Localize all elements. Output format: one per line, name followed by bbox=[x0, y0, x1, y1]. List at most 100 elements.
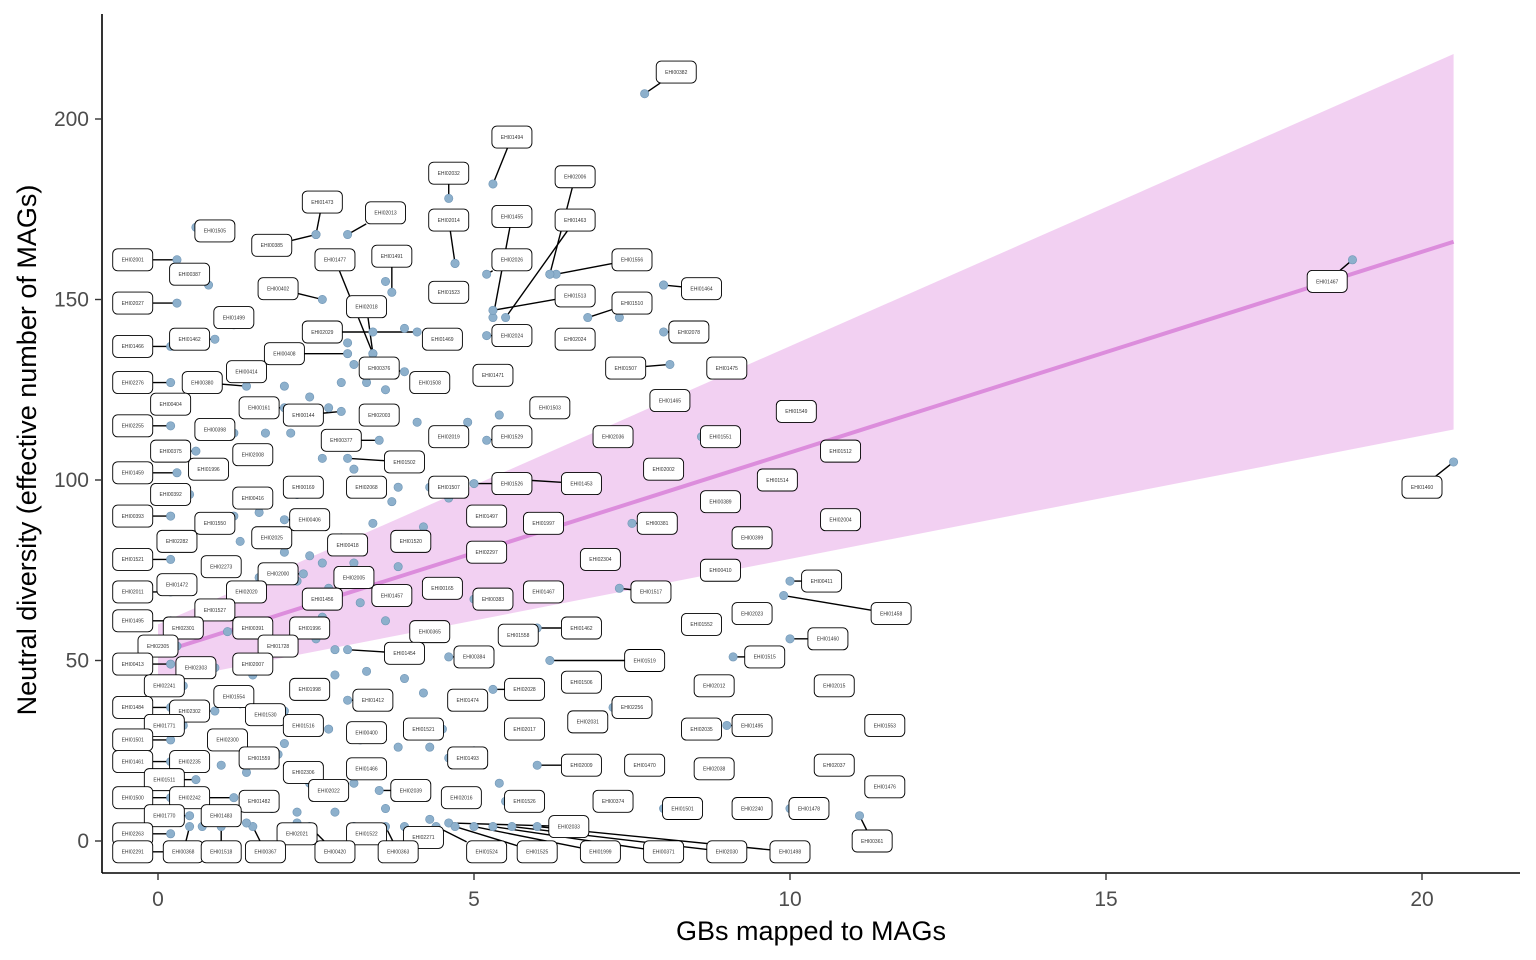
point-label-box bbox=[194, 418, 236, 441]
point-label-box bbox=[257, 562, 299, 586]
point-label: EHI01502 bbox=[384, 450, 425, 474]
point-label-text: EHI01474 bbox=[457, 698, 479, 704]
data-point bbox=[722, 720, 732, 730]
point-label: EHI01460 bbox=[1401, 475, 1443, 499]
data-point bbox=[545, 655, 555, 665]
point-label: EHI01461 bbox=[112, 750, 154, 774]
point-label-text: EHI01454 bbox=[393, 651, 415, 657]
point-label-layer: EHI00382 EHI01494 EHI02032 EHI02006 EHI01473… bbox=[112, 60, 1443, 864]
point-label-text: EHI01999 bbox=[589, 850, 611, 856]
point-label-text: EHI02026 bbox=[501, 258, 523, 264]
data-point bbox=[336, 378, 346, 388]
point-label-text: EHI02305 bbox=[147, 644, 169, 650]
point-label: EHI01996 bbox=[188, 457, 230, 481]
point-label-text: EHI02028 bbox=[513, 687, 535, 693]
data-point bbox=[659, 280, 669, 290]
point-label: EHI01556 bbox=[611, 248, 653, 272]
label-segment bbox=[492, 227, 511, 318]
point-label-box bbox=[744, 645, 786, 669]
point-label-box bbox=[301, 190, 343, 214]
point-label: EHI02028 bbox=[504, 677, 546, 701]
x-tick-label: 5 bbox=[468, 888, 480, 911]
point-label-box bbox=[200, 804, 242, 828]
point-label: EHI00416 bbox=[232, 486, 274, 510]
point-label-box bbox=[769, 840, 811, 864]
data-point bbox=[412, 417, 422, 427]
data-point bbox=[444, 193, 454, 203]
point-label: EHI00410 bbox=[700, 558, 741, 582]
point-label: EHI01471 bbox=[472, 363, 514, 387]
label-segment bbox=[492, 147, 509, 185]
point-label-text: EHI02002 bbox=[652, 467, 674, 473]
point-label-text: EHI00169 bbox=[292, 485, 314, 491]
point-label-text: EHI02007 bbox=[242, 662, 264, 668]
point-label-text: EHI02306 bbox=[292, 770, 314, 776]
point-label: EHI02012 bbox=[693, 674, 735, 698]
point-label-box bbox=[851, 829, 893, 853]
point-label-text: EHI01998 bbox=[299, 687, 321, 693]
point-label-box bbox=[314, 840, 356, 864]
point-label-text: EHI01517 bbox=[640, 590, 662, 596]
point-label-text: EHI02273 bbox=[210, 564, 232, 570]
point-label-text: EHI00398 bbox=[204, 427, 226, 433]
point-label-text: EHI01478 bbox=[798, 806, 820, 812]
point-label-box bbox=[523, 511, 564, 535]
data-point bbox=[355, 598, 365, 608]
point-label: EHI02002 bbox=[643, 457, 685, 481]
data-point bbox=[393, 482, 403, 492]
data-point bbox=[305, 551, 315, 561]
data-point bbox=[488, 179, 498, 189]
point-label-text: EHI02018 bbox=[355, 305, 377, 311]
point-label-text: EHI00382 bbox=[665, 70, 687, 76]
point-label-box bbox=[169, 750, 211, 774]
point-label-box bbox=[384, 450, 425, 474]
point-label-box bbox=[649, 389, 691, 413]
point-label-box bbox=[358, 403, 400, 427]
point-label-box bbox=[390, 529, 432, 553]
point-label-box bbox=[731, 526, 773, 550]
point-label: EHI02240 bbox=[731, 797, 773, 820]
point-label-text: EHI01526 bbox=[513, 799, 535, 805]
point-label: EHI01516 bbox=[282, 714, 324, 737]
label-segment bbox=[454, 825, 518, 847]
point-label-box bbox=[169, 327, 211, 351]
point-label-box bbox=[700, 558, 741, 582]
data-point bbox=[330, 670, 340, 680]
point-label-box bbox=[371, 244, 413, 268]
point-label-box bbox=[1306, 270, 1348, 293]
point-label: EHI02030 bbox=[706, 840, 748, 864]
point-label-text: EHI01467 bbox=[1316, 279, 1338, 285]
point-label: EHI02001 bbox=[112, 248, 154, 272]
point-label-box bbox=[611, 291, 653, 315]
point-label: EHI00398 bbox=[194, 418, 236, 441]
data-point bbox=[343, 453, 353, 463]
data-point bbox=[855, 811, 865, 821]
point-label: EHI01998 bbox=[289, 677, 331, 701]
data-point bbox=[399, 674, 409, 684]
point-label: EHI02303 bbox=[175, 656, 217, 680]
point-label-box bbox=[365, 201, 406, 225]
data-point bbox=[501, 313, 511, 323]
point-label: EHI02009 bbox=[560, 753, 602, 777]
point-label-text: EHI00374 bbox=[602, 799, 624, 805]
point-label-box bbox=[491, 205, 533, 228]
point-label-box bbox=[402, 717, 444, 741]
point-label: EHI02306 bbox=[282, 760, 324, 784]
data-point bbox=[399, 323, 409, 333]
point-label: EHI02297 bbox=[466, 540, 508, 564]
point-label-box bbox=[643, 457, 685, 481]
point-label-text: EHI02263 bbox=[122, 832, 144, 838]
point-label: EHI00383 bbox=[472, 587, 514, 611]
point-label-text: EHI02015 bbox=[823, 684, 845, 690]
point-label-box bbox=[820, 508, 862, 532]
point-label-text: EHI02303 bbox=[185, 666, 207, 672]
point-label-text: EHI01465 bbox=[659, 398, 681, 404]
point-label: EHI01462 bbox=[169, 327, 211, 351]
data-point bbox=[166, 378, 176, 388]
point-label: EHI02304 bbox=[579, 547, 621, 571]
point-label-box bbox=[643, 840, 685, 864]
point-label-text: EHI02036 bbox=[602, 434, 624, 440]
point-label-text: EHI01513 bbox=[564, 294, 586, 300]
data-point bbox=[583, 313, 593, 323]
data-point bbox=[286, 428, 296, 438]
